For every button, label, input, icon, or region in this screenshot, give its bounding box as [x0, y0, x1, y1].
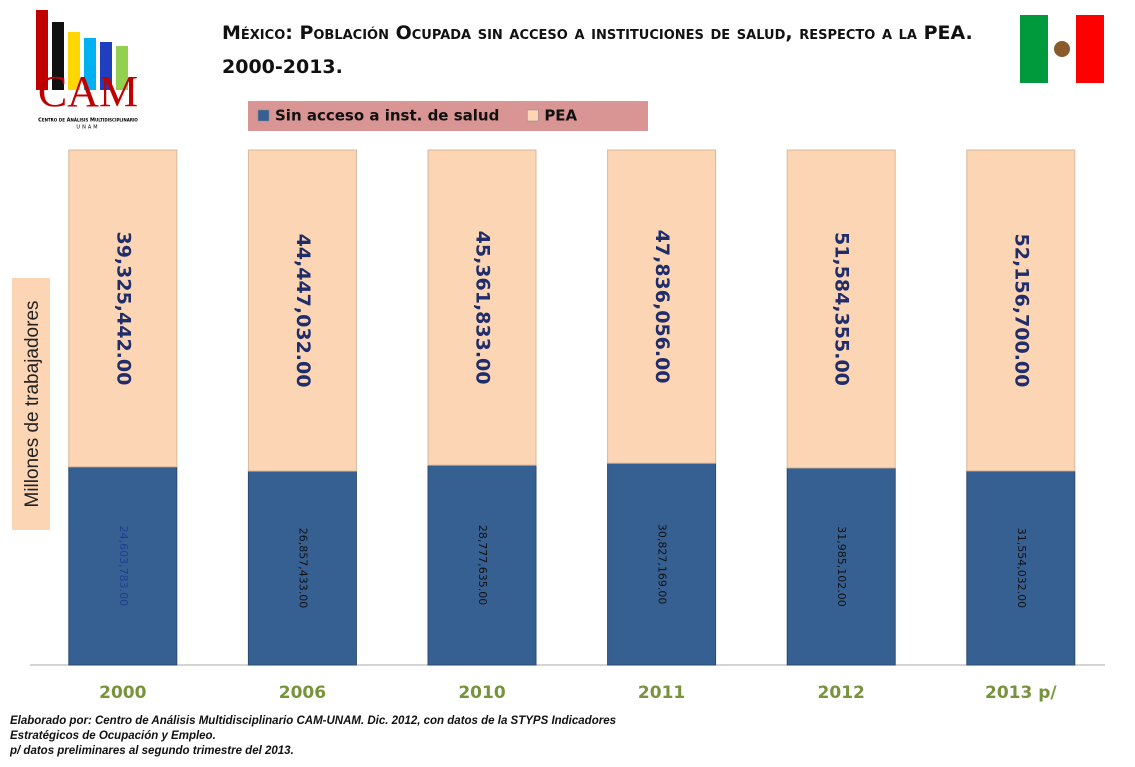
data-label: 26,857,433.00 — [296, 528, 309, 608]
bar-segment — [68, 466, 178, 666]
legend-swatch — [257, 109, 270, 122]
x-tick-label: 2010 — [458, 683, 505, 703]
flag-green — [1020, 15, 1048, 83]
logo-bar — [68, 32, 80, 90]
legend-label: Sin acceso a inst. de salud — [275, 107, 499, 125]
bar-segment — [247, 470, 357, 666]
data-label: 31,985,102.00 — [835, 526, 848, 606]
x-tick-label: 2000 — [99, 683, 146, 703]
logo-subtitle: Centro de Análisis Multidisciplinario — [38, 118, 138, 124]
logo-bar — [36, 10, 48, 90]
x-tick-label: 2011 — [638, 683, 685, 703]
y-label-box — [12, 278, 50, 530]
logo: CAM Centro de Análisis Multidisciplinari… — [36, 10, 138, 131]
x-tick-label: 2006 — [279, 683, 326, 703]
data-label: 52,156,700.00 — [1010, 234, 1032, 388]
logo-bar — [84, 38, 96, 90]
chart-title: México: Población Ocupada sin acceso a i… — [222, 22, 973, 78]
bar-segment — [427, 149, 537, 466]
data-label: 44,447,032.00 — [292, 234, 314, 388]
bar-segment — [786, 467, 896, 666]
bar-segment — [607, 149, 717, 464]
legend-label: PEA — [544, 107, 577, 125]
notes: Elaborado por: Centro de Análisis Multid… — [10, 714, 616, 759]
bar-segment — [786, 149, 896, 469]
bar-segment — [247, 149, 357, 472]
bar-segment — [607, 462, 717, 666]
legend-swatch — [527, 109, 539, 122]
bar-segment — [427, 464, 537, 666]
logo-text: CAM — [38, 67, 138, 116]
flag — [1020, 15, 1104, 83]
data-label: 47,836,056.00 — [651, 230, 673, 384]
data-label: 51,584,355.00 — [831, 232, 853, 386]
bar-segment — [966, 470, 1076, 666]
x-tick-label: 2013 p/ — [985, 683, 1057, 703]
bar-segment — [966, 149, 1076, 472]
legend-box — [248, 101, 648, 131]
data-label: 39,325,442.00 — [112, 231, 134, 385]
data-label: 45,361,833.00 — [472, 231, 494, 385]
logo-bar — [116, 46, 128, 90]
data-label: 28,777,635.00 — [476, 525, 489, 605]
y-axis-label: Millones de trabajadores — [22, 300, 43, 507]
flag-red — [1076, 15, 1104, 83]
x-tick-label: 2012 — [818, 683, 865, 703]
data-label: 24,603,783.00 — [117, 526, 130, 606]
logo-bar — [100, 42, 112, 90]
data-label: 30,827,169.00 — [656, 524, 669, 604]
note-line: Estratégicos de Ocupación y Empleo. — [10, 730, 216, 742]
bar-segment — [68, 149, 178, 468]
flag-emblem — [1054, 41, 1070, 57]
logo-institution: UNAM — [76, 125, 99, 131]
logo-bar — [52, 22, 64, 90]
data-label: 31,554,032.00 — [1015, 528, 1028, 608]
note-line: p/ datos preliminares al segundo trimest… — [10, 745, 294, 757]
note-line: Elaborado por: Centro de Análisis Multid… — [10, 715, 616, 727]
